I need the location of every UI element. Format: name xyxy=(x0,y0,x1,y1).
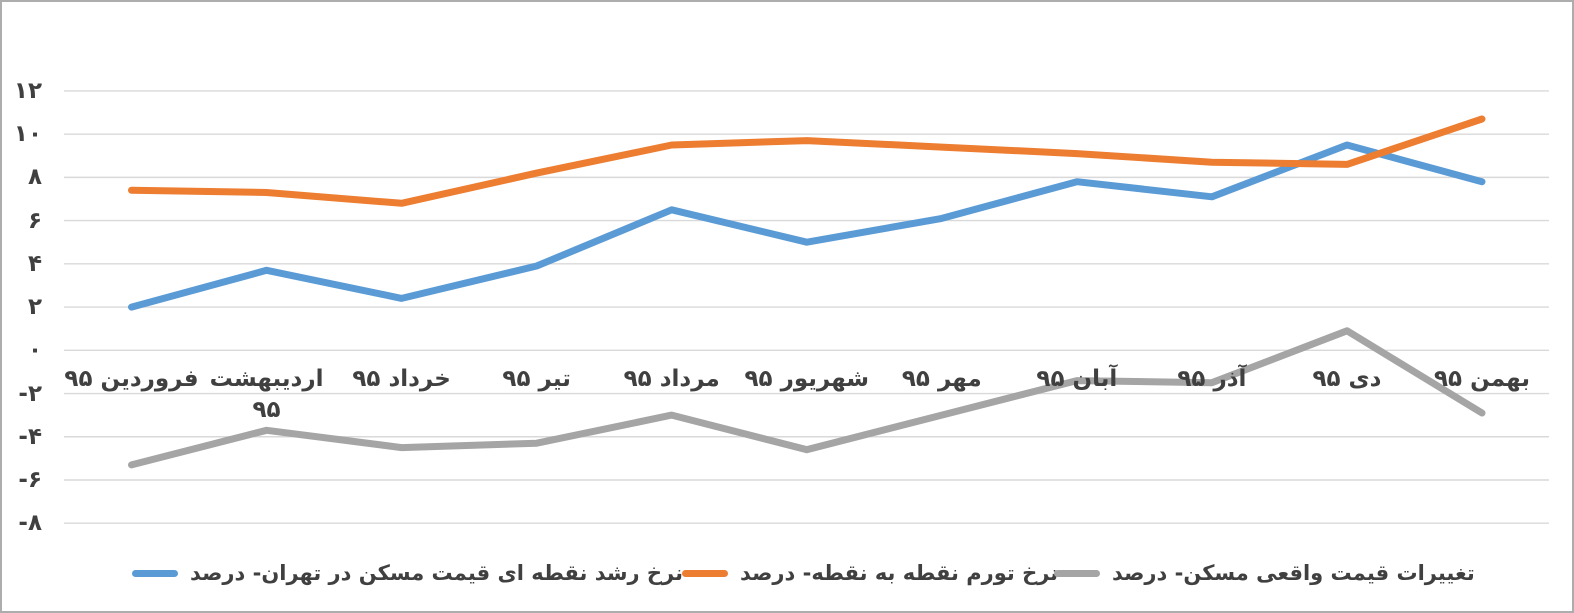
y-axis-tick-label: ۱۰ xyxy=(13,121,42,148)
y-axis-tick-label: ۶ xyxy=(27,207,42,234)
legend-label: تغییرات قیمت واقعی مسکن- درصد xyxy=(1112,561,1475,585)
legend-line-swatch-orange xyxy=(682,569,728,577)
y-axis-tick-label: -۸ xyxy=(18,510,42,537)
y-axis-tick-label: -۲ xyxy=(18,380,42,407)
y-axis-tick-label: -۴ xyxy=(18,423,42,450)
legend-item-point-to-point-inflation: نرخ تورم نقطه به نقطه- درصد xyxy=(682,552,1058,594)
y-axis-tick-label: ۴ xyxy=(27,250,42,277)
legend-line-swatch-blue xyxy=(132,569,178,577)
legend-line-swatch-gray xyxy=(1054,569,1100,577)
x-axis-category-label: فروردین ۹۵ xyxy=(64,366,199,392)
legend: نرخ رشد نقطه ای قیمت مسکن در تهران- درصد… xyxy=(2,552,1572,594)
x-axis-category-label: بهمن ۹۵ xyxy=(1433,366,1531,392)
legend-label: نرخ تورم نقطه به نقطه- درصد xyxy=(740,561,1059,585)
x-axis-category-label: خرداد ۹۵ xyxy=(352,366,451,392)
series-line-2 xyxy=(128,327,1486,469)
series-line-1 xyxy=(128,115,1486,207)
y-axis-tick-label: ۰ xyxy=(27,337,42,364)
x-axis-category-label: مرداد ۹۵ xyxy=(623,366,720,392)
y-axis-tick-label: ۲ xyxy=(27,294,42,321)
x-axis-category-label: آبان ۹۵ xyxy=(1036,366,1118,392)
y-axis-tick-label: -۶ xyxy=(18,466,42,493)
x-axis-category-label: تیر ۹۵ xyxy=(502,366,571,392)
legend-item-tehran-housing-price-growth: نرخ رشد نقطه ای قیمت مسکن در تهران- درصد xyxy=(132,552,683,594)
y-axis-tick-label: ۱۲ xyxy=(13,77,42,104)
x-axis-category-label: مهر ۹۵ xyxy=(901,366,982,392)
x-axis-category-label: اردیبهشت ۹۵ xyxy=(209,366,324,424)
x-axis-category-label: دی ۹۵ xyxy=(1312,366,1382,392)
x-axis-category-label: آذر ۹۵ xyxy=(1177,366,1247,392)
x-axis-category-label: شهریور ۹۵ xyxy=(744,366,870,392)
series-line-0 xyxy=(128,141,1486,311)
legend-label: نرخ رشد نقطه ای قیمت مسکن در تهران- درصد xyxy=(190,561,683,585)
legend-item-real-housing-price-change: تغییرات قیمت واقعی مسکن- درصد xyxy=(1054,552,1475,594)
y-axis-tick-label: ۸ xyxy=(27,164,42,191)
